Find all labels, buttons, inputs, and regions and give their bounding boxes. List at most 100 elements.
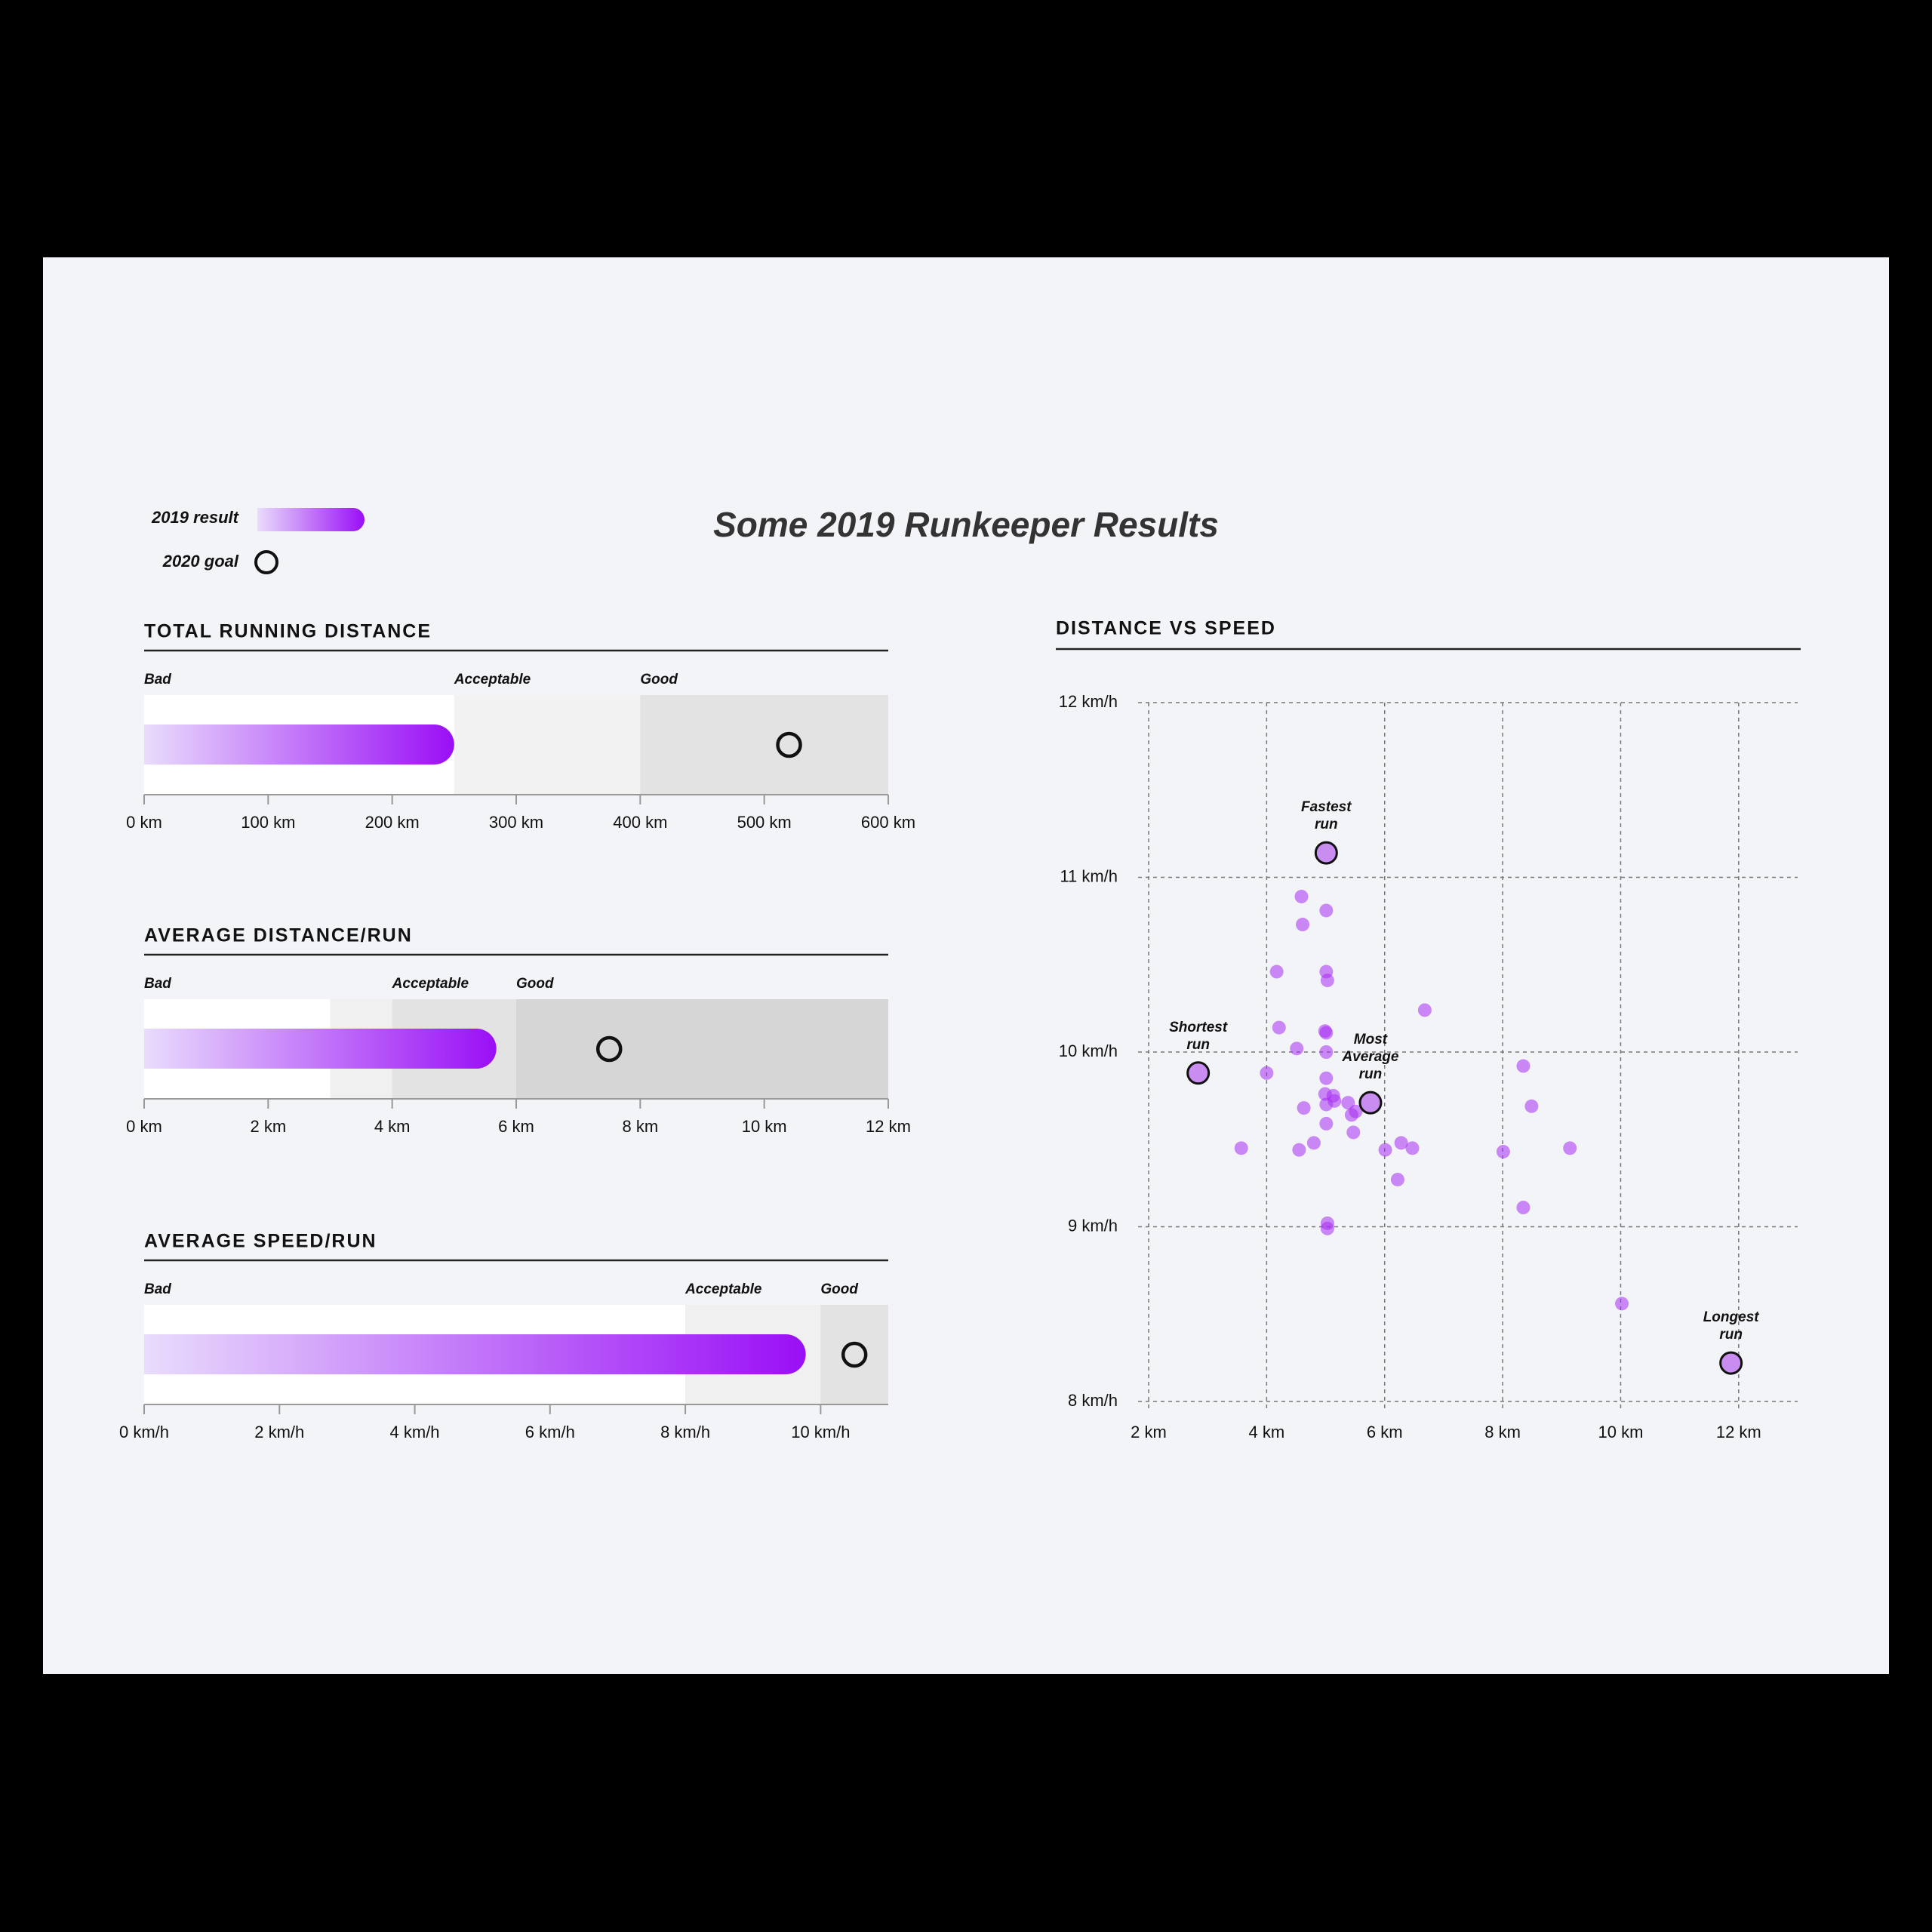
point [1346,1125,1361,1140]
point [1269,964,1284,979]
band-label: Acceptable [685,1281,762,1297]
point [1320,1221,1334,1235]
goal-marker [841,1341,868,1368]
band-label: Bad [144,976,171,992]
y-tick-label: 11 km/h [1060,866,1118,885]
result-bar [144,1029,497,1069]
x-tick-label: 12 km [866,1117,911,1136]
band [454,695,641,795]
y-tick-label: 9 km/h [1068,1216,1118,1235]
result-bar [144,1334,806,1374]
highlight-point [1719,1351,1743,1375]
x-tick-label: 8 km [622,1117,658,1136]
x-tick-label: 0 km/h [119,1423,169,1441]
goal-marker [776,731,802,758]
x-tick-label: 500 km [737,813,792,832]
point [1234,1141,1248,1155]
point [1319,903,1334,918]
x-tick-label: 4 km [1249,1423,1285,1441]
x-tick-label: 300 km [489,813,543,832]
point [1297,1101,1311,1115]
result-bar [144,724,454,764]
x-tick-label: 8 km [1484,1423,1521,1441]
highlight-point [1186,1061,1211,1085]
legend-label: 2019 result [151,508,240,527]
x-tick-label: 2 km/h [254,1423,304,1441]
x-tick-label: 12 km [1716,1423,1761,1441]
chart-title: DISTANCE VS SPEED [1056,618,1276,639]
point [1417,1003,1432,1017]
band-label: Good [516,976,554,992]
point [1615,1297,1629,1311]
point [1405,1141,1420,1155]
chart-title: AVERAGE DISTANCE/RUN [144,925,413,946]
point [1496,1144,1510,1158]
annotation: Longest run [1703,1309,1760,1343]
chart-title: AVERAGE SPEED/RUN [144,1231,377,1252]
legend-label: 2020 goal [162,552,239,571]
point [1319,1045,1334,1059]
point [1319,1026,1334,1040]
x-tick-label: 10 km/h [791,1423,850,1441]
point [1349,1104,1363,1118]
x-tick-label: 100 km [241,813,295,832]
point [1319,1097,1334,1112]
x-tick-label: 2 km [1131,1423,1167,1441]
x-tick-label: 10 km [742,1117,787,1136]
band-label: Acceptable [454,672,531,688]
x-tick-label: 0 km [126,1117,162,1136]
annotation: Fastest run [1301,799,1352,832]
x-tick-label: 200 km [365,813,420,832]
x-tick-label: 2 km [250,1117,286,1136]
annotation: Most Average run [1341,1032,1398,1082]
x-tick-label: 0 km [126,813,162,832]
annotation: Shortest run [1169,1020,1228,1053]
highlight-point [1358,1091,1383,1115]
main-title: Some 2019 Runkeeper Results [713,505,1219,544]
point [1292,1143,1306,1157]
point [1394,1136,1408,1150]
point [1390,1172,1404,1186]
point [1516,1201,1531,1215]
x-tick-label: 6 km [498,1117,534,1136]
x-tick-label: 10 km [1598,1423,1643,1441]
point [1524,1099,1539,1113]
y-tick-label: 8 km/h [1068,1391,1118,1410]
panel [43,257,1889,1674]
point [1294,889,1309,903]
band [820,1305,888,1404]
x-tick-label: 8 km/h [660,1423,710,1441]
point [1319,1071,1334,1085]
band [640,695,888,795]
point [1306,1136,1321,1150]
x-tick-label: 600 km [861,813,915,832]
x-tick-label: 6 km/h [525,1423,575,1441]
band [516,999,888,1099]
band-label: Acceptable [392,976,469,992]
point [1320,974,1334,988]
point [1341,1096,1355,1110]
point [1296,918,1310,932]
band-label: Bad [144,672,171,688]
y-tick-label: 12 km/h [1059,692,1118,711]
point [1260,1066,1274,1080]
x-tick-label: 4 km [374,1117,411,1136]
x-tick-label: 4 km/h [390,1423,440,1441]
point [1319,1116,1334,1131]
point [1516,1059,1531,1073]
point [1272,1020,1286,1035]
band-label: Bad [144,1281,171,1297]
point [1563,1141,1577,1155]
band-label: Good [820,1281,858,1297]
band-label: Good [640,672,678,688]
x-tick-label: 400 km [613,813,667,832]
chart-title: TOTAL RUNNING DISTANCE [144,621,432,642]
highlight-point [1314,841,1338,865]
point [1290,1041,1304,1056]
legend-swatch [257,508,365,531]
goal-marker [596,1035,623,1063]
legend-swatch [254,550,278,574]
point [1378,1143,1392,1157]
x-tick-label: 6 km [1367,1423,1403,1441]
